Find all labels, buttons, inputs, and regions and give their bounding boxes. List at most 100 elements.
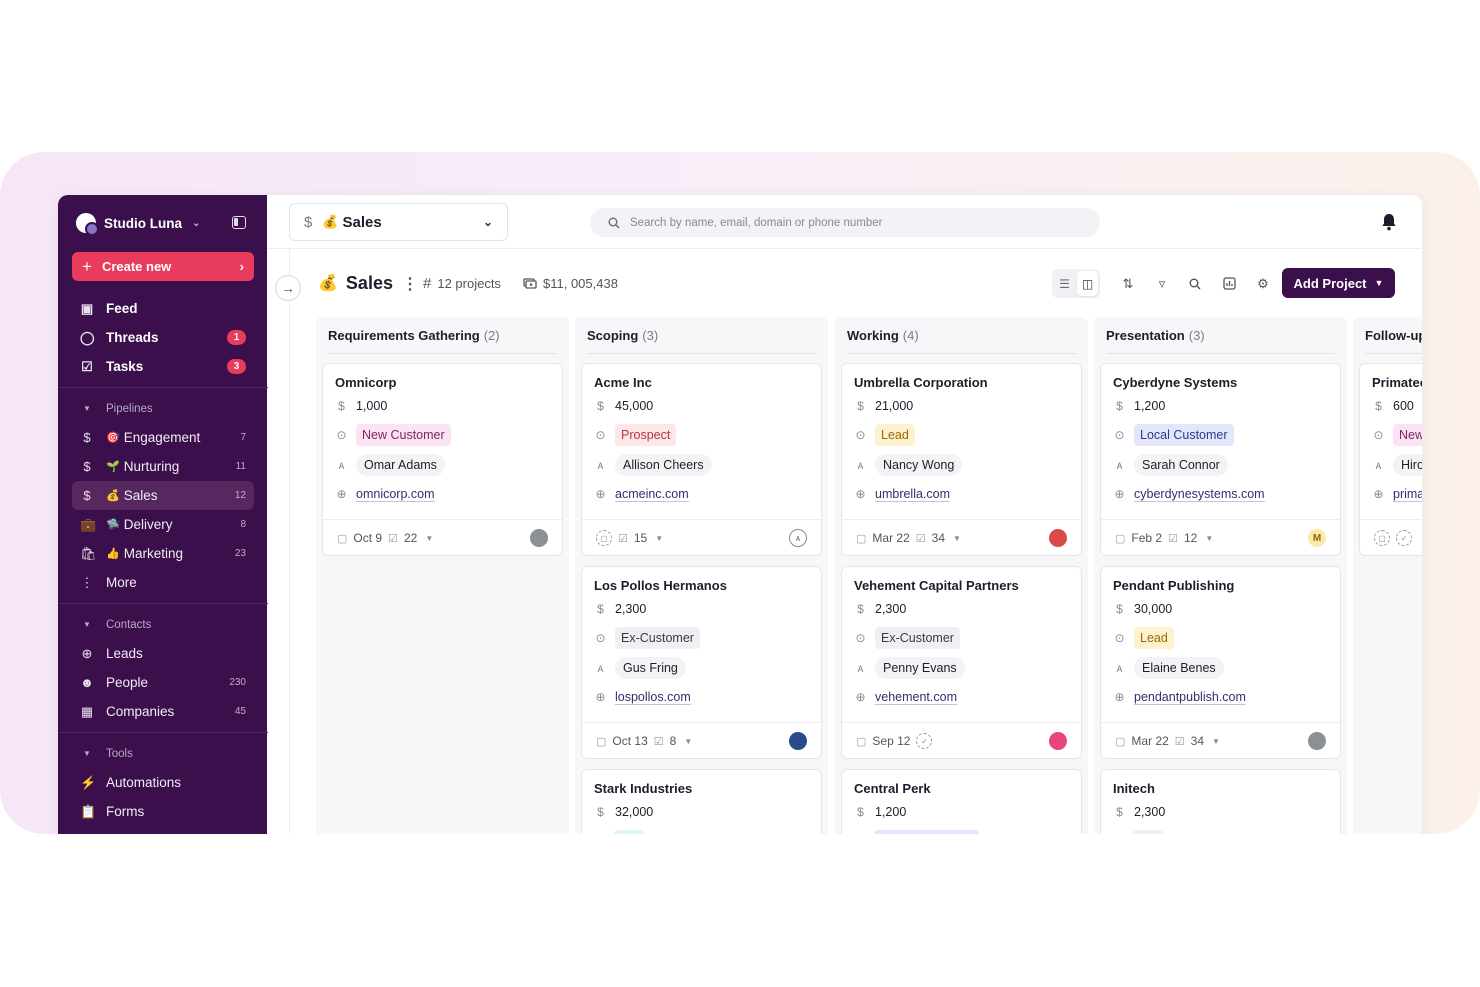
board-view-icon[interactable]: ◫ bbox=[1077, 271, 1098, 296]
sidebar-item-sales[interactable]: $ 💰 Sales 12 bbox=[72, 481, 254, 510]
deal-status[interactable]: ⊙ Lead bbox=[1113, 626, 1174, 650]
caret-down-icon[interactable]: ▼ bbox=[1212, 736, 1220, 746]
deal-card[interactable]: Stark Industries $32,000 bbox=[581, 769, 822, 834]
sidebar-item-more[interactable]: ⋮ More bbox=[72, 568, 254, 597]
deal-contact[interactable]: ᴀ Penny Evans bbox=[854, 656, 965, 680]
search-input[interactable]: Search by name, email, domain or phone n… bbox=[590, 208, 1100, 237]
sidebar-item-nurturing[interactable]: $ 🌱 Nurturing 11 bbox=[72, 452, 254, 481]
deal-domain[interactable]: ⊕ prima bbox=[1372, 482, 1422, 506]
due-date[interactable]: Feb 2 bbox=[1131, 531, 1163, 545]
deal-card[interactable]: Pendant Publishing $30,000 ⊙ Lead ᴀ Elaine Be… bbox=[1100, 566, 1341, 759]
deal-domain[interactable]: ⊕ omnicorp.com bbox=[335, 482, 435, 506]
due-date[interactable]: Mar 22 bbox=[872, 531, 910, 545]
sidebar-item-delivery[interactable]: 💼 🛸 Delivery 8 bbox=[72, 510, 254, 539]
domain-link[interactable]: omnicorp.com bbox=[356, 486, 435, 502]
due-date[interactable]: Sep 12 bbox=[872, 734, 911, 748]
caret-down-icon[interactable]: ▼ bbox=[1205, 533, 1214, 543]
tools-section-toggle[interactable]: ▼ Tools bbox=[72, 739, 254, 768]
list-view-icon[interactable]: ☰ bbox=[1059, 276, 1070, 291]
add-date-icon[interactable]: ▢ bbox=[1374, 530, 1390, 546]
deal-card[interactable]: Cyberdyne Systems $1,200 ⊙ Local Customer ᴀ S… bbox=[1100, 363, 1341, 556]
gear-icon[interactable]: ⚙ bbox=[1257, 275, 1269, 291]
deal-contact[interactable]: ᴀ Hiro bbox=[1372, 453, 1422, 477]
sidebar-item-tasks[interactable]: ☑ Tasks 3 bbox=[72, 352, 254, 381]
due-date[interactable]: Oct 13 bbox=[612, 734, 648, 748]
pipelines-section-toggle[interactable]: ▼ Pipelines bbox=[72, 394, 254, 423]
domain-link[interactable]: cyberdynesystems.com bbox=[1134, 486, 1265, 502]
deal-contact[interactable]: ᴀ Nancy Wong bbox=[854, 453, 963, 477]
deal-contact[interactable]: ᴀ Gus Fring bbox=[594, 656, 686, 680]
sidebar-item-leads[interactable]: ⊕ Leads bbox=[72, 639, 254, 668]
pipeline-select[interactable]: $ 💰 Sales ⌄ bbox=[289, 203, 508, 241]
caret-down-icon[interactable]: ▼ bbox=[655, 533, 664, 543]
assignee-avatar[interactable]: ᴀ bbox=[789, 529, 807, 547]
assignee-avatar[interactable] bbox=[789, 732, 807, 750]
filter-icon[interactable]: ▿ bbox=[1158, 275, 1166, 291]
assignee-avatar[interactable] bbox=[530, 529, 548, 547]
add-task-icon[interactable]: ✓ bbox=[916, 733, 933, 749]
assignee-avatar[interactable] bbox=[1308, 732, 1326, 750]
sidebar-item-engagement[interactable]: $ 🎯 Engagement 7 bbox=[72, 423, 254, 452]
bell-icon[interactable] bbox=[1381, 213, 1397, 231]
sidebar-item-threads[interactable]: ◯ Threads 1 bbox=[72, 323, 254, 352]
deal-card[interactable]: Central Perk $1,200 bbox=[841, 769, 1082, 834]
add-date-icon[interactable]: ▢ bbox=[596, 530, 612, 546]
calendar-icon: ▢ bbox=[337, 532, 348, 545]
deal-domain[interactable]: ⊕ vehement.com bbox=[854, 685, 957, 709]
assignee-avatar[interactable]: M bbox=[1308, 529, 1326, 547]
deal-card[interactable]: Los Pollos Hermanos $2,300 ⊙ Ex-Customer ᴀ Gu… bbox=[581, 566, 822, 759]
deal-card[interactable]: Acme Inc $45,000 ⊙ Prospect ᴀ Allison Cheers ⊕… bbox=[581, 363, 822, 556]
domain-link[interactable]: acmeinc.com bbox=[615, 486, 689, 502]
sidebar-item-people[interactable]: ☻ People 230 bbox=[72, 668, 254, 697]
chart-icon[interactable] bbox=[1216, 269, 1242, 298]
deal-domain[interactable]: ⊕ lospollos.com bbox=[594, 685, 691, 709]
domain-link[interactable]: umbrella.com bbox=[875, 486, 951, 502]
deal-status[interactable]: ⊙ New bbox=[1372, 423, 1422, 447]
add-task-icon[interactable]: ✓ bbox=[1396, 530, 1412, 546]
add-project-button[interactable]: Add Project ▼ bbox=[1282, 268, 1395, 298]
deal-domain[interactable]: ⊕ cyberdynesystems.com bbox=[1113, 482, 1265, 506]
caret-down-icon[interactable]: ▼ bbox=[684, 736, 693, 746]
due-date[interactable]: Mar 22 bbox=[1131, 734, 1169, 748]
due-date[interactable]: Oct 9 bbox=[353, 531, 383, 545]
kebab-menu-icon[interactable]: ⋮ bbox=[402, 276, 418, 293]
domain-link[interactable]: vehement.com bbox=[875, 689, 957, 705]
domain-link[interactable]: pendantpublish.com bbox=[1134, 689, 1246, 705]
deal-card[interactable]: Umbrella Corporation $21,000 ⊙ Lead ᴀ Nancy W… bbox=[841, 363, 1082, 556]
sidebar-item-automations[interactable]: ⚡ Automations bbox=[72, 768, 254, 797]
deal-contact[interactable]: ᴀ Omar Adams bbox=[335, 453, 445, 477]
deal-domain[interactable]: ⊕ pendantpublish.com bbox=[1113, 685, 1246, 709]
deal-status[interactable]: ⊙ New Customer bbox=[335, 423, 451, 447]
collapse-sidebar-icon[interactable] bbox=[232, 216, 246, 229]
domain-link[interactable]: lospollos.com bbox=[615, 689, 691, 705]
deal-domain[interactable]: ⊕ acmeinc.com bbox=[594, 482, 689, 506]
caret-down-icon[interactable]: ▼ bbox=[425, 533, 434, 543]
assignee-avatar[interactable] bbox=[1049, 732, 1067, 750]
sidebar-item-feed[interactable]: ▣ Feed bbox=[72, 294, 254, 323]
deal-status[interactable]: ⊙ Lead bbox=[854, 423, 915, 447]
deal-contact[interactable]: ᴀ Elaine Benes bbox=[1113, 656, 1224, 680]
domain-link[interactable]: prima bbox=[1393, 487, 1422, 502]
create-new-button[interactable]: + Create new › bbox=[72, 252, 254, 281]
assignee-avatar[interactable] bbox=[1049, 529, 1067, 547]
deal-card[interactable]: Omnicorp $1,000 ⊙ New Customer ᴀ Omar Adams ⊕ o… bbox=[322, 363, 563, 556]
search-icon[interactable] bbox=[1182, 269, 1208, 298]
deal-status[interactable]: ⊙ Prospect bbox=[594, 423, 677, 447]
workspace-switcher[interactable]: Studio Luna ⌄ bbox=[76, 212, 200, 236]
deal-contact[interactable]: ᴀ Allison Cheers bbox=[594, 453, 712, 477]
caret-down-icon[interactable]: ▼ bbox=[953, 533, 961, 543]
sidebar-item-companies[interactable]: ▦ Companies 45 bbox=[72, 697, 254, 726]
deal-contact[interactable]: ᴀ Sarah Connor bbox=[1113, 453, 1228, 477]
expand-arrow-icon[interactable]: → bbox=[275, 275, 301, 301]
deal-domain[interactable]: ⊕ umbrella.com bbox=[854, 482, 951, 506]
deal-card[interactable]: Initech $2,300 bbox=[1100, 769, 1341, 834]
deal-card[interactable]: Vehement Capital Partners $2,300 ⊙ Ex-Custo… bbox=[841, 566, 1082, 759]
deal-status[interactable]: ⊙ Ex-Customer bbox=[594, 626, 700, 650]
deal-status[interactable]: ⊙ Local Customer bbox=[1113, 423, 1234, 447]
sidebar-item-forms[interactable]: 📋 Forms bbox=[72, 797, 254, 826]
contacts-section-toggle[interactable]: ▼ Contacts bbox=[72, 610, 254, 639]
sort-icon[interactable]: ⇅ bbox=[1122, 275, 1134, 291]
sidebar-item-marketing[interactable]: 🛍 👍 Marketing 23 bbox=[72, 539, 254, 568]
deal-status[interactable]: ⊙ Ex-Customer bbox=[854, 626, 960, 650]
